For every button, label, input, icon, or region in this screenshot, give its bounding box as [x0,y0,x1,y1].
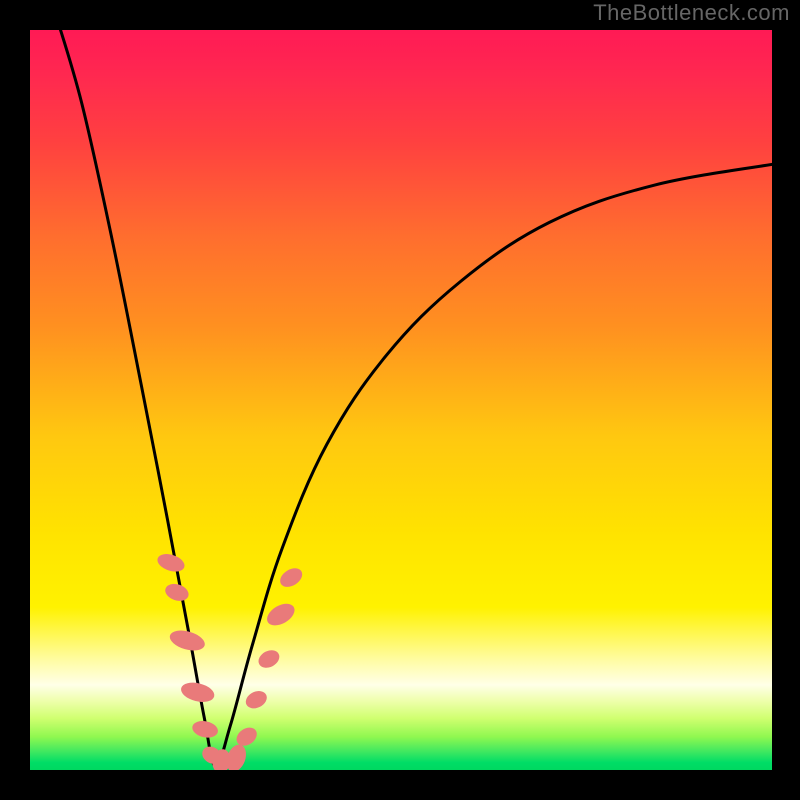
plot-area [30,15,779,774]
chart-canvas: TheBottleneck.com [0,0,800,800]
gradient-background [30,30,772,770]
bottleneck-chart-svg [0,0,800,800]
watermark-text: TheBottleneck.com [593,0,790,26]
